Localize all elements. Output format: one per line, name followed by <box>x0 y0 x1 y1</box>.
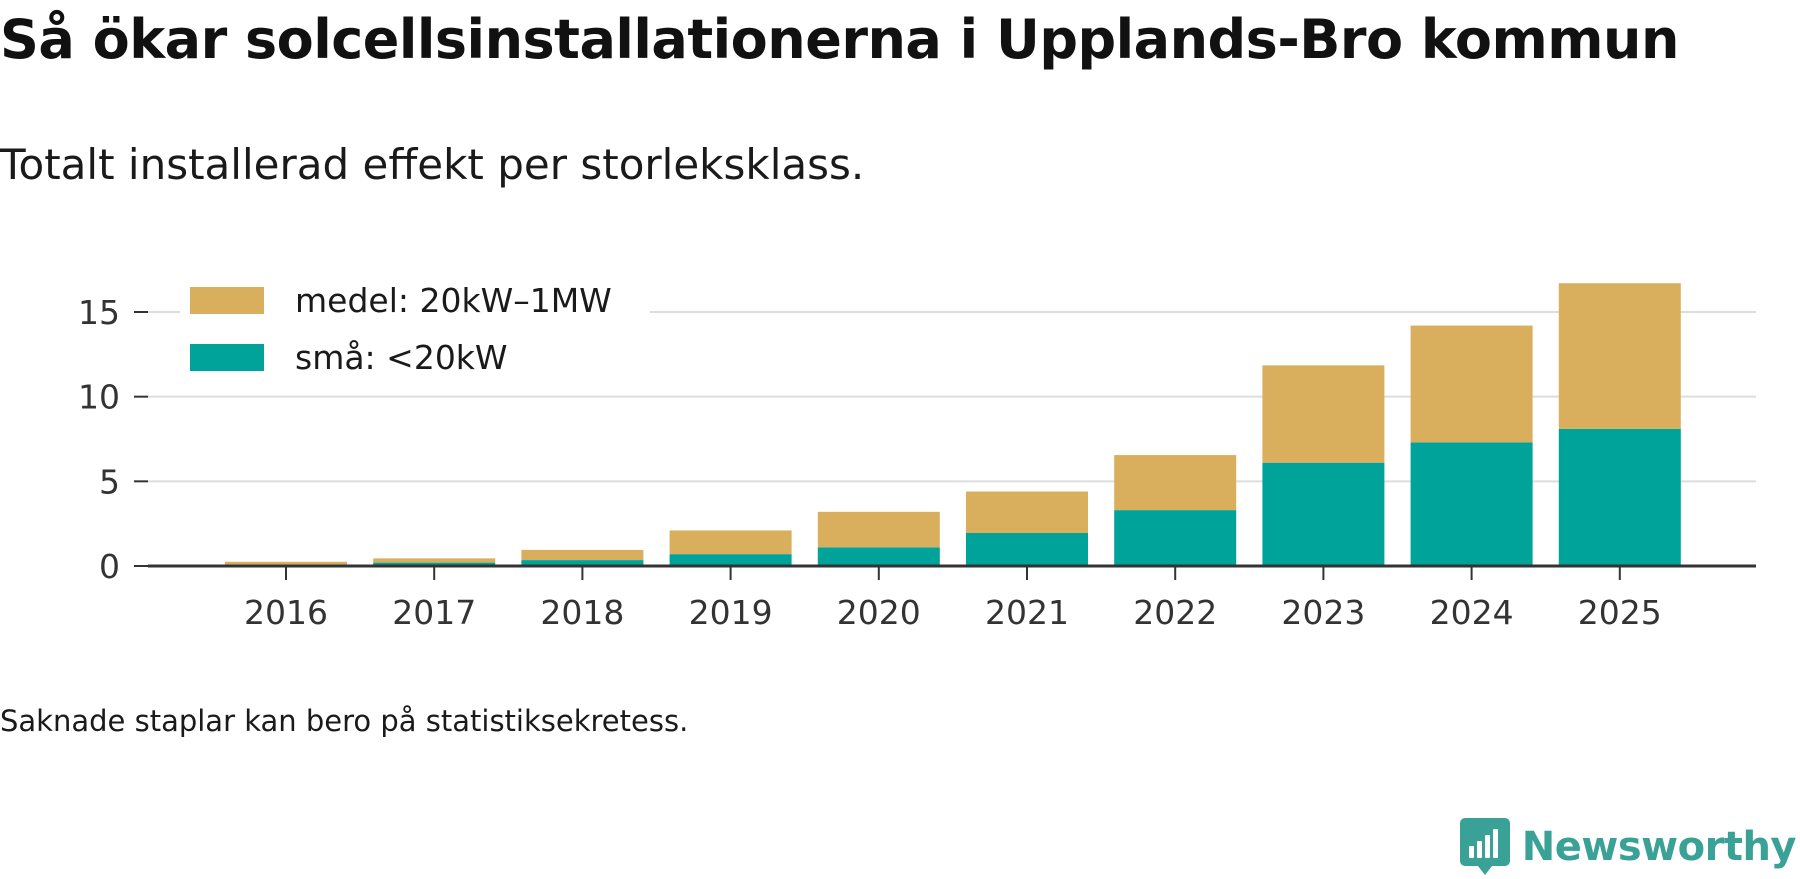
bar-medel-2023 <box>1262 365 1385 463</box>
y-tick-label-15: 15 <box>78 293 120 332</box>
x-tick-label-2020: 2020 <box>837 593 921 632</box>
y-tick-label-5: 5 <box>99 462 120 501</box>
bar-sma-2019 <box>669 554 792 566</box>
bar-chart: 0 5 10 15 2016 2017 2018 2019 2020 2021 2022 2023 20… <box>78 270 1756 632</box>
x-tick-label-2017: 2017 <box>392 593 476 632</box>
bar-sma-2024 <box>1410 442 1533 566</box>
x-tick-label-2018: 2018 <box>540 593 624 632</box>
bar-medel-2016 <box>225 561 347 565</box>
x-tick-label-2016: 2016 <box>244 593 328 632</box>
bar-medel-2019 <box>669 530 792 555</box>
x-tick-label-2019: 2019 <box>689 593 773 632</box>
x-tick-label-2021: 2021 <box>985 593 1069 632</box>
bar-sma-2017 <box>373 562 496 566</box>
bar-sma-2022 <box>1114 510 1237 566</box>
chart-title: Så ökar solcellsinstallationerna i Uppla… <box>0 8 1679 71</box>
x-tick-label-2024: 2024 <box>1430 593 1514 632</box>
bar-medel-2017 <box>373 558 496 563</box>
newsworthy-logo-icon <box>1459 818 1510 875</box>
x-tick-label-2022: 2022 <box>1133 593 1217 632</box>
bars <box>225 283 1681 566</box>
chart-subtitle: Totalt installerad effekt per storlekskl… <box>0 140 865 189</box>
bar-medel-2018 <box>521 549 644 561</box>
brand-name: Newsworthy <box>1521 824 1797 870</box>
bar-sma-2023 <box>1262 462 1385 566</box>
bar-sma-2020 <box>817 547 940 566</box>
bar-sma-2021 <box>966 532 1088 566</box>
bar-medel-2021 <box>966 491 1088 533</box>
brand-logo: Newsworthy <box>1459 818 1797 876</box>
bar-sma-2018 <box>521 560 644 566</box>
legend-swatch-medel <box>190 287 264 314</box>
axes: 0 5 10 15 2016 2017 2018 2019 2020 2021 2022 2023 20… <box>78 293 1756 632</box>
bar-medel-2020 <box>817 511 940 548</box>
legend-label-medel: medel: 20kW–1MW <box>295 281 612 320</box>
bar-medel-2024 <box>1410 325 1533 443</box>
bar-medel-2025 <box>1558 283 1681 429</box>
x-tick-label-2023: 2023 <box>1281 593 1365 632</box>
legend: medel: 20kW–1MW små: <20kW <box>180 270 650 384</box>
legend-label-sma: små: <20kW <box>295 338 508 377</box>
x-tick-label-2025: 2025 <box>1578 593 1662 632</box>
y-tick-label-0: 0 <box>99 547 120 586</box>
y-tick-label-10: 10 <box>78 378 120 417</box>
bar-medel-2022 <box>1114 455 1237 511</box>
bar-sma-2025 <box>1558 428 1681 566</box>
footnote: Saknade staplar kan bero på statistiksek… <box>0 704 689 738</box>
legend-swatch-sma <box>190 344 264 371</box>
